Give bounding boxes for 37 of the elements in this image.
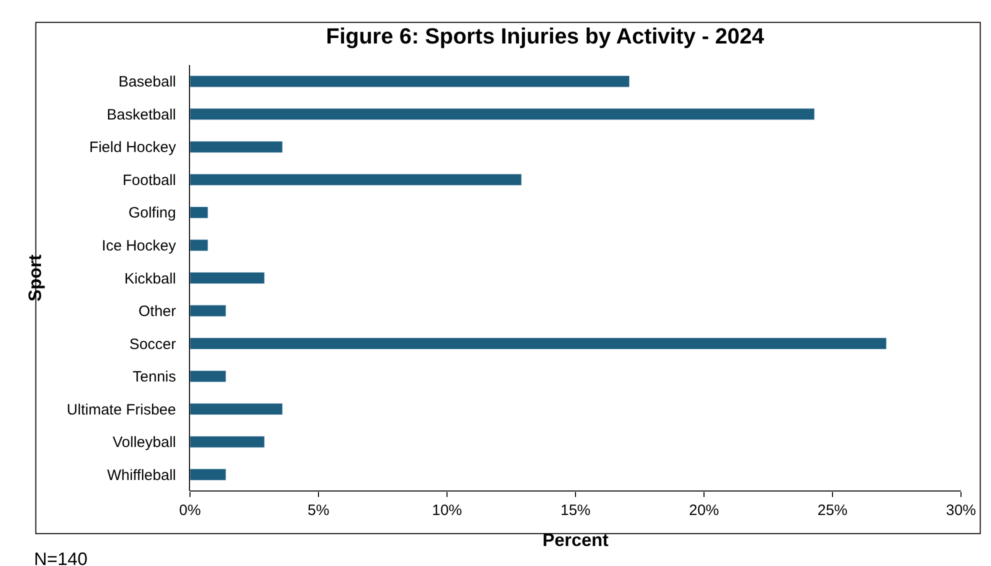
x-tick-label: 15% [560, 502, 591, 519]
bar [190, 140, 283, 153]
y-tick-label: Golfing [128, 204, 176, 222]
y-axis-title: Sport [24, 254, 45, 302]
x-axis-title: Percent [542, 530, 609, 550]
y-tick-label: Field Hockey [89, 139, 176, 156]
y-tick-label: Ultimate Frisbee [66, 401, 176, 418]
x-tick-label: 30% [946, 502, 976, 519]
y-tick-label: Kickball [124, 270, 176, 288]
y-tick-label: Basketball [106, 106, 176, 124]
x-tick-label: 20% [688, 502, 720, 519]
y-tick-label: Soccer [129, 336, 176, 353]
bar [190, 206, 208, 218]
bar [190, 272, 265, 284]
y-tick-label: Ice Hockey [102, 237, 176, 254]
y-tick-label: Tennis [132, 368, 176, 386]
chart-title: Figure 6: Sports Injuries by Activity - 2024 [326, 24, 765, 49]
bar [190, 468, 226, 481]
bar [190, 304, 226, 317]
bar [190, 75, 630, 88]
y-tick-label: Football [122, 172, 176, 189]
y-tick-label: Volleyball [112, 434, 176, 452]
x-tick-label: 5% [308, 502, 330, 519]
x-tick-label: 10% [432, 502, 462, 519]
bar [190, 338, 887, 350]
bar [190, 403, 283, 416]
y-tick-label: Other [138, 303, 176, 320]
bar [190, 239, 208, 252]
text: N=140 [34, 549, 88, 566]
bar [190, 174, 522, 186]
x-tick-label: 0% [179, 502, 201, 519]
x-tick-label: 25% [817, 502, 848, 519]
y-tick-label: Baseball [118, 74, 176, 91]
bar [190, 108, 815, 120]
y-tick-label: Whiffleball [107, 466, 176, 484]
bar [190, 436, 265, 448]
bar [190, 370, 226, 382]
